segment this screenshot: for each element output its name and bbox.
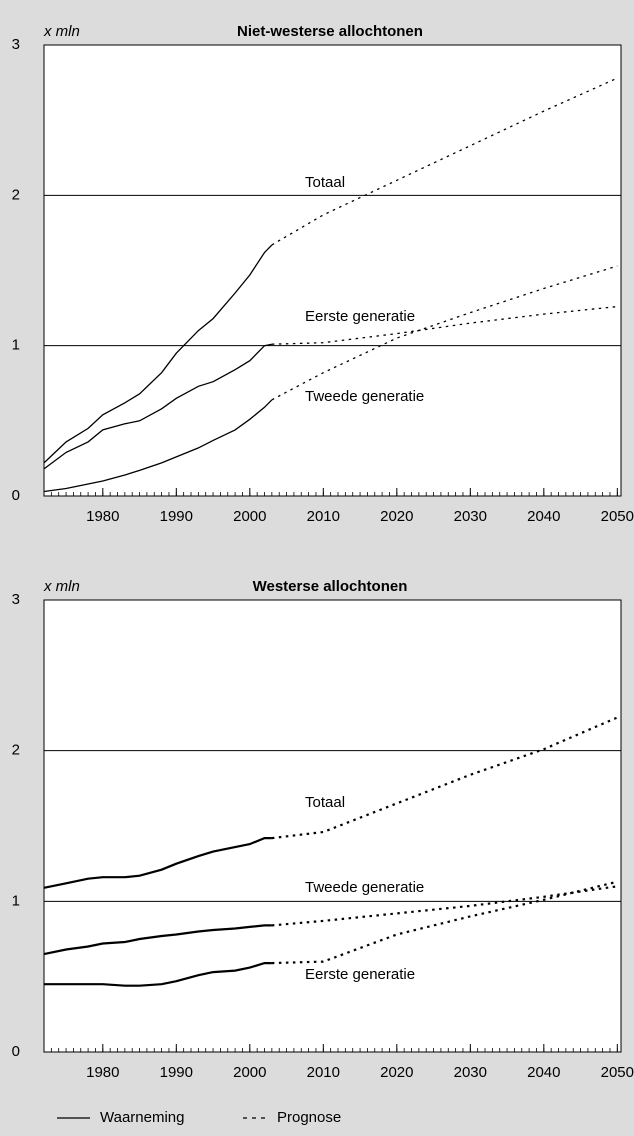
x-tick-label: 1980 xyxy=(86,508,119,525)
series-label: Eerste generatie xyxy=(305,308,415,325)
legend-label: Waarneming xyxy=(100,1109,184,1126)
plot-area xyxy=(43,44,622,497)
y-tick-label: 1 xyxy=(12,337,20,354)
series-label: Tweede generatie xyxy=(305,879,424,896)
x-tick-label: 1990 xyxy=(160,508,193,525)
y-axis-label: x mln xyxy=(43,578,80,595)
series-line-solid xyxy=(43,343,273,470)
series-label: Totaal xyxy=(305,174,345,191)
y-tick-label: 2 xyxy=(12,742,20,759)
chart-title: Westerse allochtonen xyxy=(253,578,408,595)
series-label: Eerste generatie xyxy=(305,966,415,983)
y-tick-label: 1 xyxy=(12,892,20,909)
x-tick-label: 2040 xyxy=(527,1064,560,1081)
series-line-solid xyxy=(43,924,272,956)
series-line-solid xyxy=(43,837,272,889)
x-tick-label: 2010 xyxy=(307,1064,340,1081)
series-label: Totaal xyxy=(305,794,345,811)
chart-title: Niet-westerse allochtonen xyxy=(237,23,423,40)
series-line-solid xyxy=(44,962,272,987)
series-line-dotted xyxy=(271,885,618,927)
plot-area xyxy=(43,599,622,1053)
x-tick-label: 1990 xyxy=(160,1064,193,1081)
x-tick-label: 1980 xyxy=(86,1064,119,1081)
x-tick-label: 2020 xyxy=(380,1064,413,1081)
series-line-dotted xyxy=(271,880,618,965)
x-tick-label: 2050 xyxy=(601,1064,634,1081)
y-tick-label: 3 xyxy=(12,36,20,53)
legend-label: Prognose xyxy=(277,1109,341,1126)
series-line-solid xyxy=(43,399,273,493)
x-tick-label: 2000 xyxy=(233,508,266,525)
x-tick-label: 2050 xyxy=(601,508,634,525)
series-line-dotted xyxy=(271,305,618,345)
y-tick-label: 2 xyxy=(12,186,20,203)
series-line-dotted xyxy=(271,77,618,246)
x-tick-label: 2040 xyxy=(527,508,560,525)
series-label: Tweede generatie xyxy=(305,388,424,405)
x-tick-label: 2020 xyxy=(380,508,413,525)
y-tick-label: 0 xyxy=(12,487,20,504)
x-tick-label: 2000 xyxy=(233,1064,266,1081)
series-line-dotted xyxy=(271,716,618,840)
y-tick-label: 3 xyxy=(12,591,20,608)
x-tick-label: 2030 xyxy=(454,508,487,525)
y-axis-label: x mln xyxy=(43,23,80,40)
x-tick-label: 2010 xyxy=(307,508,340,525)
y-tick-label: 0 xyxy=(12,1043,20,1060)
series-line-solid xyxy=(43,244,273,464)
x-tick-label: 2030 xyxy=(454,1064,487,1081)
